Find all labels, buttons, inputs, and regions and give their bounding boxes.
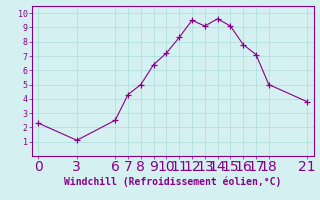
X-axis label: Windchill (Refroidissement éolien,°C): Windchill (Refroidissement éolien,°C): [64, 177, 282, 187]
